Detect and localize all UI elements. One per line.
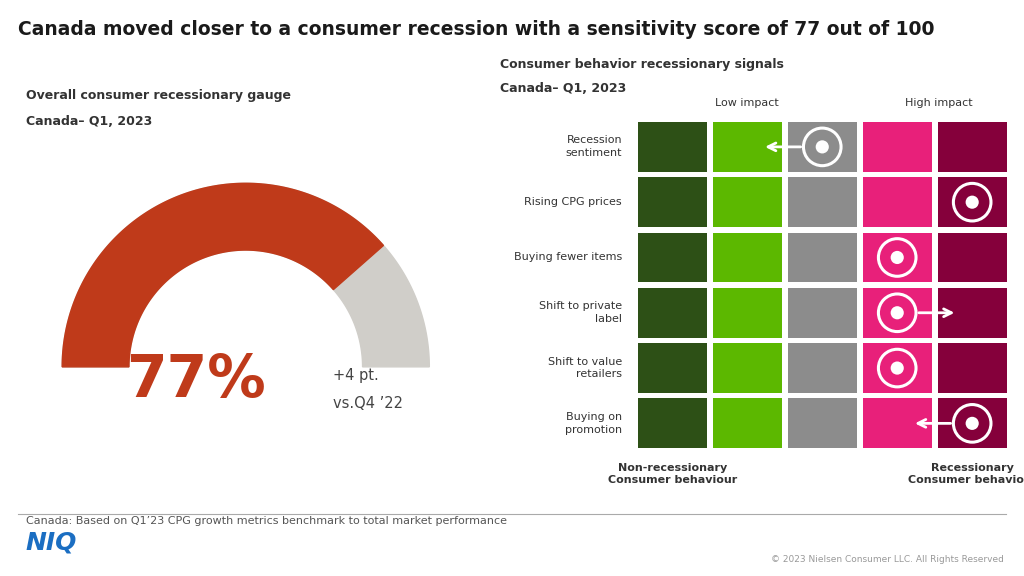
Bar xyxy=(863,177,932,227)
Text: Non-recessionary
Consumer behaviour: Non-recessionary Consumer behaviour xyxy=(607,463,737,486)
Text: Consumer behavior recessionary signals: Consumer behavior recessionary signals xyxy=(500,58,783,71)
Bar xyxy=(638,233,707,282)
Bar xyxy=(938,399,1007,448)
Bar xyxy=(713,233,781,282)
Ellipse shape xyxy=(966,417,979,430)
Bar xyxy=(938,177,1007,227)
Text: Shift to private
label: Shift to private label xyxy=(539,301,623,324)
Bar xyxy=(638,343,707,393)
Ellipse shape xyxy=(891,362,904,374)
Text: Canada moved closer to a consumer recession with a sensitivity score of 77 out o: Canada moved closer to a consumer recess… xyxy=(18,20,935,39)
Bar xyxy=(713,399,781,448)
Text: Canada: Based on Q1’23 CPG growth metrics benchmark to total market performance: Canada: Based on Q1’23 CPG growth metric… xyxy=(26,516,507,526)
Bar xyxy=(713,343,781,393)
Ellipse shape xyxy=(891,251,904,264)
Polygon shape xyxy=(62,183,383,367)
Bar xyxy=(713,122,781,172)
Text: Canada– Q1, 2023: Canada– Q1, 2023 xyxy=(500,82,626,95)
Text: High impact: High impact xyxy=(904,98,972,108)
Text: 77%: 77% xyxy=(126,352,265,409)
Bar xyxy=(787,343,857,393)
Bar xyxy=(638,399,707,448)
Bar xyxy=(638,288,707,338)
Bar xyxy=(863,399,932,448)
Bar xyxy=(938,122,1007,172)
Bar xyxy=(938,233,1007,282)
Text: Overall consumer recessionary gauge: Overall consumer recessionary gauge xyxy=(26,89,291,103)
Bar xyxy=(938,343,1007,393)
Bar xyxy=(787,399,857,448)
Text: vs.Q4 ’22: vs.Q4 ’22 xyxy=(333,396,402,411)
Ellipse shape xyxy=(966,196,979,209)
Bar xyxy=(938,288,1007,338)
Text: Buying on
promotion: Buying on promotion xyxy=(565,412,623,435)
Text: Recession
sentiment: Recession sentiment xyxy=(565,135,623,158)
Bar xyxy=(863,122,932,172)
Bar xyxy=(863,233,932,282)
Ellipse shape xyxy=(891,306,904,319)
Bar xyxy=(638,122,707,172)
Bar xyxy=(713,288,781,338)
Text: Rising CPG prices: Rising CPG prices xyxy=(524,197,623,207)
Text: +4 pt.: +4 pt. xyxy=(333,367,378,382)
Bar xyxy=(787,233,857,282)
Text: Canada– Q1, 2023: Canada– Q1, 2023 xyxy=(26,115,152,128)
Bar xyxy=(787,177,857,227)
Bar xyxy=(787,288,857,338)
Text: Shift to value
retailers: Shift to value retailers xyxy=(548,357,623,380)
Bar xyxy=(863,288,932,338)
Bar xyxy=(787,122,857,172)
Text: © 2023 Nielsen Consumer LLC. All Rights Reserved: © 2023 Nielsen Consumer LLC. All Rights … xyxy=(771,555,1004,564)
Bar xyxy=(863,343,932,393)
Bar xyxy=(713,177,781,227)
Text: NIQ: NIQ xyxy=(26,530,77,554)
Text: Recessionary
Consumer behaviour: Recessionary Consumer behaviour xyxy=(907,463,1024,486)
Text: Buying fewer items: Buying fewer items xyxy=(514,252,623,263)
Text: Low impact: Low impact xyxy=(716,98,779,108)
Polygon shape xyxy=(62,183,429,367)
Ellipse shape xyxy=(816,141,828,153)
Bar xyxy=(638,177,707,227)
